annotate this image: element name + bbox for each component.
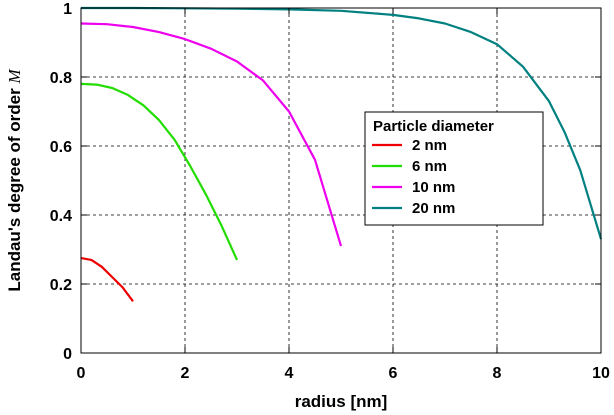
- ticks: [80, 7, 602, 354]
- x-tick-label: 4: [285, 365, 294, 382]
- legend-item-label: 20 nm: [412, 200, 455, 217]
- legend-item-label: 2 nm: [412, 137, 447, 154]
- x-tick-label: 0: [77, 365, 86, 382]
- plot-frame: [80, 7, 602, 354]
- y-tick-label: 0.6: [50, 139, 72, 156]
- y-tick-label: 1: [63, 1, 72, 18]
- legend-item-label: 6 nm: [412, 158, 447, 175]
- x-tick-label: 2: [181, 365, 190, 382]
- legend-box: [364, 111, 544, 226]
- y-tick-labels: 0 0.2 0.4 0.6 0.8 1: [50, 1, 72, 363]
- x-tick-labels: 0 2 4 6 8 10: [77, 365, 610, 382]
- legend-title: Particle diameter: [373, 118, 494, 135]
- y-axis-label-symbol: M: [5, 69, 24, 85]
- x-tick-label: 10: [592, 365, 610, 382]
- y-tick-label: 0.4: [50, 208, 72, 225]
- y-tick-label: 0: [63, 346, 72, 363]
- series-line-10-nm: [80, 22, 343, 247]
- y-axis-label: Landau's degree of order M: [5, 69, 24, 292]
- y-tick-label: 0.2: [50, 277, 72, 294]
- x-axis-label: radius [nm]: [295, 392, 388, 411]
- legend-items: 2 nm 6 nm 10 nm 20 nm: [372, 137, 455, 217]
- series-line-6-nm: [80, 82, 239, 261]
- series-line-2-nm: [80, 257, 134, 302]
- x-tick-label: 6: [389, 365, 398, 382]
- legend: Particle diameter 2 nm 6 nm 10 nm 20 nm: [364, 111, 544, 226]
- x-tick-label: 8: [493, 365, 502, 382]
- y-axis-label-text: Landau's degree of order: [5, 84, 24, 292]
- legend-item-label: 10 nm: [412, 179, 455, 196]
- y-tick-label: 0.8: [50, 70, 72, 87]
